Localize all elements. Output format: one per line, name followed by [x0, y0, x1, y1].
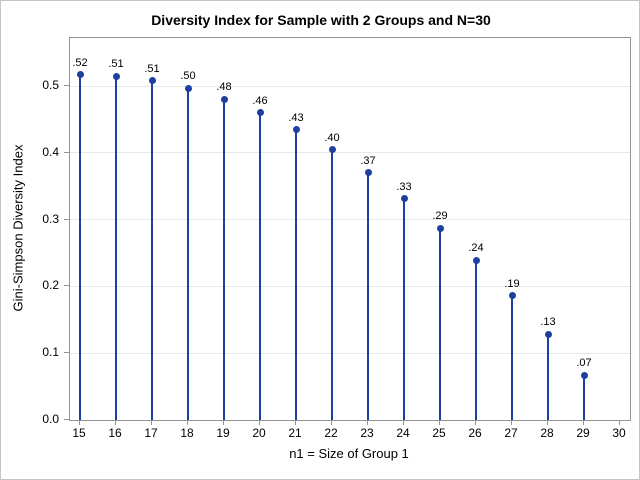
- y-tick: [64, 352, 69, 354]
- data-point-marker: [328, 146, 336, 154]
- y-tick: [64, 151, 69, 153]
- data-point-marker: [472, 256, 480, 264]
- grid-line: [70, 152, 630, 154]
- x-tick: [511, 420, 512, 425]
- y-tick-label: 0.0: [42, 412, 59, 426]
- grid-line: [70, 352, 630, 354]
- x-tick-label: 20: [252, 426, 266, 440]
- y-tick-label: 0.5: [42, 78, 59, 93]
- data-point-value-label: .37: [360, 154, 376, 167]
- x-tick-label: 24: [396, 426, 410, 440]
- x-tick-label: 29: [576, 426, 590, 440]
- data-point-value-label: .24: [468, 242, 484, 255]
- stem: [151, 80, 153, 420]
- data-point-value-label: .29: [432, 210, 448, 223]
- x-tick-label: 28: [540, 426, 554, 440]
- x-tick: [619, 420, 620, 425]
- x-tick: [259, 420, 260, 425]
- stem: [187, 88, 189, 420]
- data-point-value-label: .50: [180, 70, 196, 83]
- data-point-value-label: .19: [504, 277, 520, 290]
- grid-line: [70, 285, 630, 287]
- data-point-value-label: .40: [324, 131, 340, 144]
- y-tick-label: 0.3: [42, 211, 59, 226]
- stem: [367, 172, 369, 420]
- plot-area: .52 .51 .51 .50 .48 .46 .43 .40 .37 .33 .29 .24 .19.…: [69, 37, 631, 421]
- data-point-value-label: .46: [252, 94, 268, 107]
- stem: [331, 149, 333, 420]
- data-point-marker: [508, 292, 516, 300]
- x-tick-label: 25: [432, 426, 446, 440]
- x-tick: [403, 420, 404, 425]
- y-tick-label: 0.4: [42, 144, 59, 159]
- data-point-value-label: .48: [216, 81, 232, 94]
- stem: [79, 74, 81, 420]
- x-tick-label: 22: [324, 426, 338, 440]
- data-point-value-label: .33: [396, 180, 412, 193]
- data-point-value-label: .43: [288, 111, 304, 124]
- data-point-marker: [220, 95, 228, 103]
- data-point-marker: [436, 224, 444, 232]
- x-tick-label: 26: [468, 426, 482, 440]
- x-tick-label: 23: [360, 426, 374, 440]
- x-tick: [583, 420, 584, 425]
- y-axis-title: Gini-Simpson Diversity Index: [10, 144, 26, 312]
- data-point-value-label: .13: [540, 316, 556, 329]
- y-tick-label: 0.2: [42, 278, 59, 293]
- x-tick: [331, 420, 332, 425]
- x-tick: [439, 420, 440, 425]
- y-tick: [64, 85, 69, 87]
- data-point-marker: [580, 371, 588, 379]
- chart-title: Diversity Index for Sample with 2 Groups…: [151, 12, 491, 28]
- x-tick: [475, 420, 476, 425]
- x-tick: [79, 420, 80, 425]
- x-tick-label: 16: [108, 426, 122, 440]
- x-axis-title: n1 = Size of Group 1: [289, 446, 409, 461]
- y-tick: [64, 419, 69, 420]
- x-tick: [367, 420, 368, 425]
- stem: [511, 295, 513, 420]
- data-point-value-label: .52: [72, 56, 88, 69]
- x-tick: [547, 420, 548, 425]
- data-point-marker: [76, 71, 84, 79]
- x-tick: [223, 420, 224, 425]
- stem: [547, 334, 549, 420]
- data-point-marker: [112, 72, 120, 80]
- data-point-value-label: .07: [576, 357, 592, 370]
- x-tick-label: 27: [504, 426, 518, 440]
- x-tick-label: 17: [144, 426, 158, 440]
- data-point-marker: [148, 77, 156, 85]
- x-tick: [151, 420, 152, 425]
- stem: [295, 129, 297, 420]
- data-point-marker: [364, 169, 372, 177]
- stem: [439, 228, 441, 420]
- data-point-value-label: .51: [108, 58, 124, 71]
- x-tick: [115, 420, 116, 425]
- x-tick-label: 21: [288, 426, 302, 440]
- x-tick: [295, 420, 296, 425]
- data-point-value-label: .51: [144, 62, 160, 75]
- data-point-marker: [400, 195, 408, 203]
- stem: [583, 375, 585, 420]
- y-tick-label: 0.1: [42, 345, 59, 360]
- y-tick: [64, 285, 69, 287]
- grid-line: [70, 85, 630, 87]
- data-point-marker: [184, 84, 192, 92]
- data-point-marker: [256, 109, 264, 117]
- x-tick: [187, 420, 188, 425]
- x-tick-label: 19: [216, 426, 230, 440]
- data-point-marker: [544, 330, 552, 338]
- stem: [475, 260, 477, 420]
- grid-line: [70, 219, 630, 221]
- data-point-marker: [292, 126, 300, 134]
- stem: [403, 198, 405, 420]
- stem: [223, 99, 225, 420]
- y-tick: [64, 218, 69, 220]
- stem: [259, 112, 261, 420]
- x-tick-label: 30: [612, 426, 626, 440]
- x-tick-label: 18: [180, 426, 194, 440]
- x-tick-label: 15: [72, 426, 86, 440]
- stem: [115, 76, 117, 420]
